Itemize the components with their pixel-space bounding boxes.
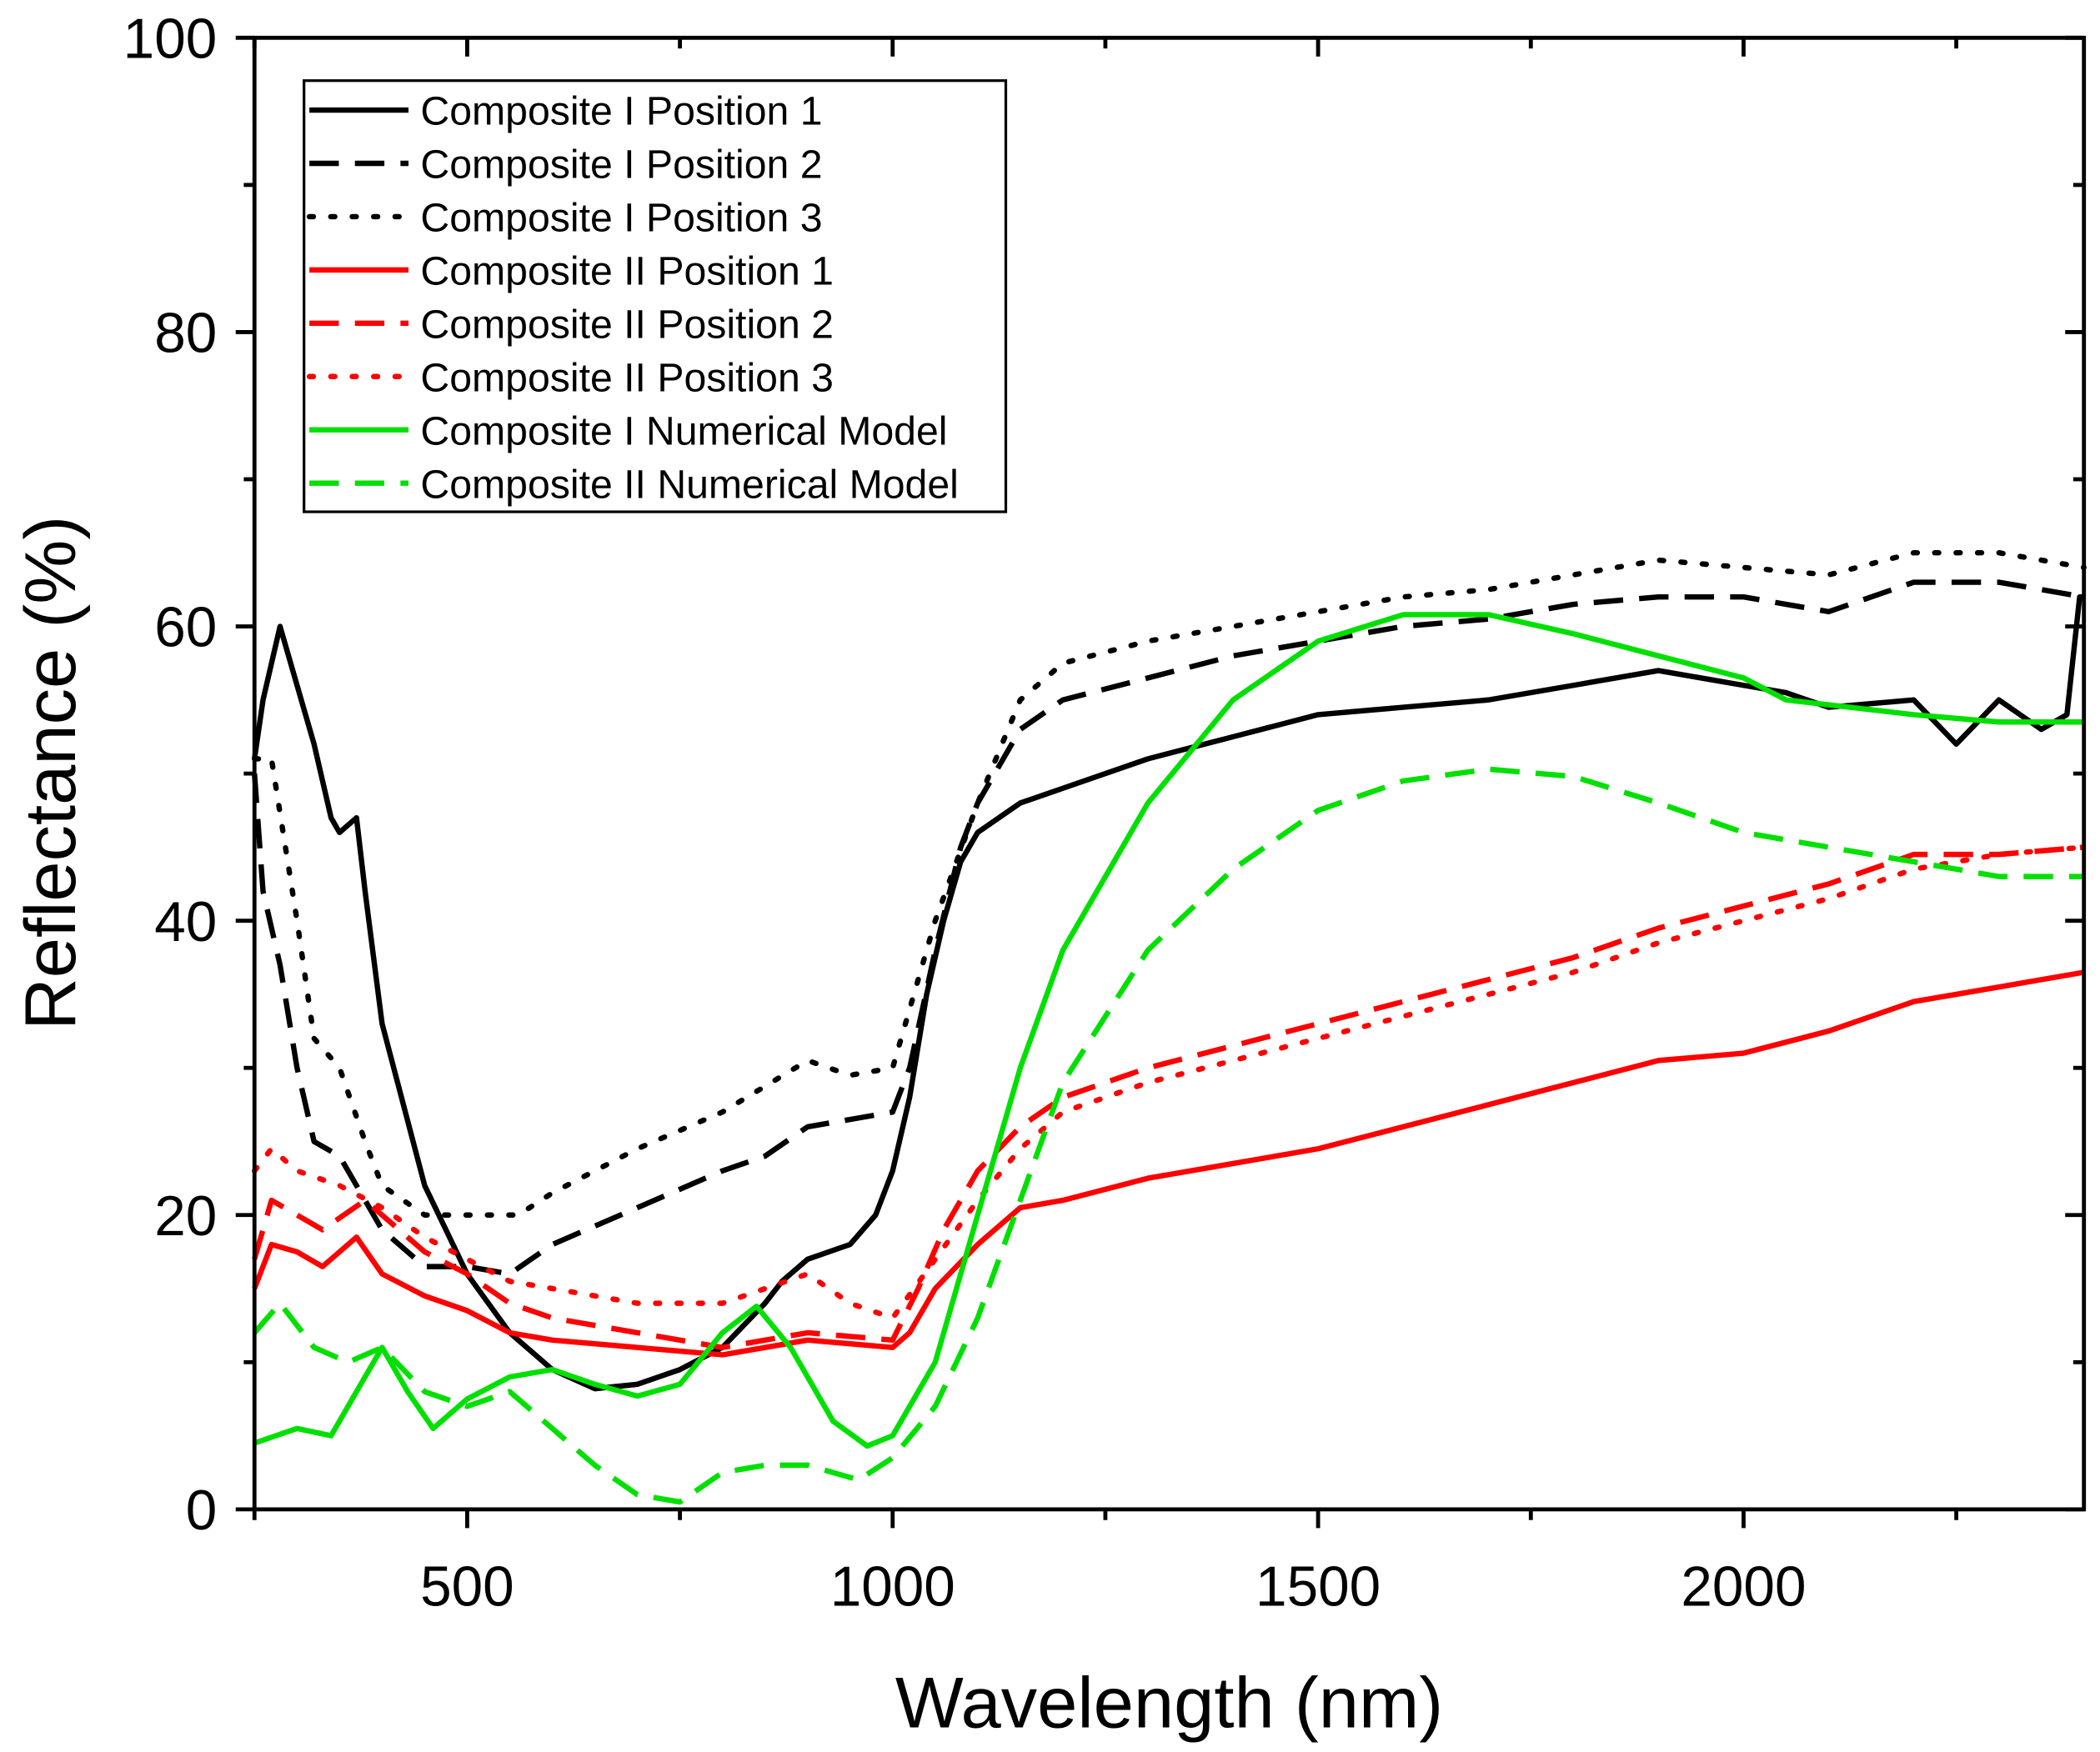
y-tick-label: 0	[186, 1479, 218, 1542]
series-line-6	[252, 844, 2087, 1321]
y-tick-label: 20	[154, 1185, 217, 1248]
series-line-2	[252, 579, 2085, 1277]
legend-label: Composite I Position 2	[420, 143, 822, 188]
x-tick-label: 1500	[1255, 1556, 1381, 1619]
x-axis-label: Wavelength (nm)	[895, 1663, 1443, 1744]
legend-label: Composite I Position 3	[420, 196, 822, 241]
legend-label: Composite II Numerical Model	[420, 462, 958, 507]
x-tick-label: 500	[420, 1556, 514, 1619]
series-line-5	[252, 844, 2084, 1350]
y-tick-label: 80	[154, 303, 217, 365]
series-line-7	[253, 612, 2084, 1449]
series-line-1	[252, 593, 2084, 1392]
series-line-8	[252, 766, 2084, 1505]
y-tick-label: 60	[154, 597, 217, 659]
series-line-4	[252, 969, 2085, 1358]
y-tick-label: 40	[154, 891, 217, 954]
legend-box	[303, 79, 1008, 513]
legend-label: Composite II Position 1	[420, 249, 833, 294]
x-tick-label: 2000	[1681, 1556, 1806, 1619]
legend: Composite I Position 1 Composite I Positi…	[303, 79, 1008, 513]
legend-label: Composite I Numerical Model	[420, 408, 947, 453]
series-layer	[252, 549, 2087, 1505]
y-axis-label: Reflectance (%)	[10, 516, 91, 1030]
legend-label: Composite II Position 2	[420, 303, 833, 348]
legend-label: Composite I Position 1	[420, 89, 822, 134]
legend-label: Composite II Position 3	[420, 355, 833, 400]
y-tick-label: 100	[123, 8, 218, 70]
x-tick-label: 1000	[830, 1556, 955, 1619]
series-line-3	[252, 549, 2087, 1218]
ticks-layer: 500 1000 1500 2000 0 20 40 60 80 100	[123, 8, 2084, 1619]
